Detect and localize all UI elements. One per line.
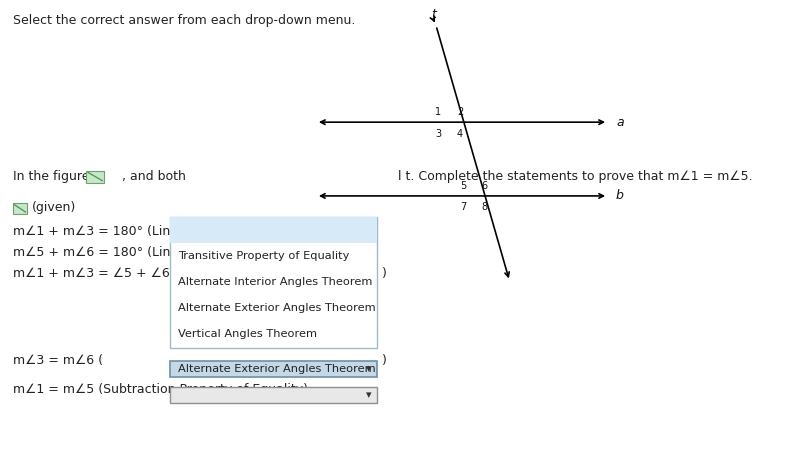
Text: (given): (given) [32, 201, 76, 214]
FancyBboxPatch shape [170, 217, 377, 348]
Text: 1: 1 [435, 107, 442, 117]
Text: ): ) [382, 267, 386, 280]
Text: , and both: , and both [122, 170, 186, 183]
Text: Transitive Property of Equality: Transitive Property of Equality [178, 251, 350, 261]
Text: m∠3 = m∠6 (: m∠3 = m∠6 ( [13, 354, 102, 367]
Text: a: a [616, 116, 624, 129]
Text: l t. Complete the statements to prove that m∠1 = m∠5.: l t. Complete the statements to prove th… [398, 170, 753, 183]
Text: ▾: ▾ [366, 390, 372, 400]
Text: m∠1 + m∠3 = 180° (Linea: m∠1 + m∠3 = 180° (Linea [13, 225, 186, 238]
Text: m∠1 = m∠5 (Subtraction Property of Equality): m∠1 = m∠5 (Subtraction Property of Equal… [13, 383, 308, 396]
Text: 8: 8 [482, 202, 488, 213]
Text: In the figure,: In the figure, [13, 170, 94, 183]
FancyBboxPatch shape [170, 217, 377, 243]
Text: 7: 7 [460, 202, 466, 213]
Text: ▾: ▾ [366, 364, 372, 374]
Text: t: t [431, 8, 436, 21]
Text: Alternate Interior Angles Theorem: Alternate Interior Angles Theorem [178, 277, 373, 287]
Text: b: b [616, 189, 624, 202]
Text: 5: 5 [460, 181, 466, 191]
Text: m∠1 + m∠3 = ∠5 + ∠6 (: m∠1 + m∠3 = ∠5 + ∠6 ( [13, 267, 178, 280]
Text: Vertical Angles Theorem: Vertical Angles Theorem [178, 329, 318, 339]
Text: 6: 6 [482, 181, 488, 191]
Text: m∠5 + m∠6 = 180° (Linea: m∠5 + m∠6 = 180° (Linea [13, 246, 186, 259]
Text: Alternate Exterior Angles Theorem: Alternate Exterior Angles Theorem [178, 364, 376, 374]
Text: Alternate Exterior Angles Theorem: Alternate Exterior Angles Theorem [178, 303, 376, 313]
FancyBboxPatch shape [170, 387, 377, 403]
Text: ): ) [382, 354, 386, 367]
Text: 2: 2 [457, 107, 463, 117]
FancyBboxPatch shape [170, 361, 377, 377]
FancyBboxPatch shape [86, 171, 104, 183]
Text: Select the correct answer from each drop-down menu.: Select the correct answer from each drop… [13, 14, 355, 27]
Text: 4: 4 [457, 129, 463, 139]
FancyBboxPatch shape [13, 203, 27, 214]
Text: 3: 3 [435, 129, 442, 139]
